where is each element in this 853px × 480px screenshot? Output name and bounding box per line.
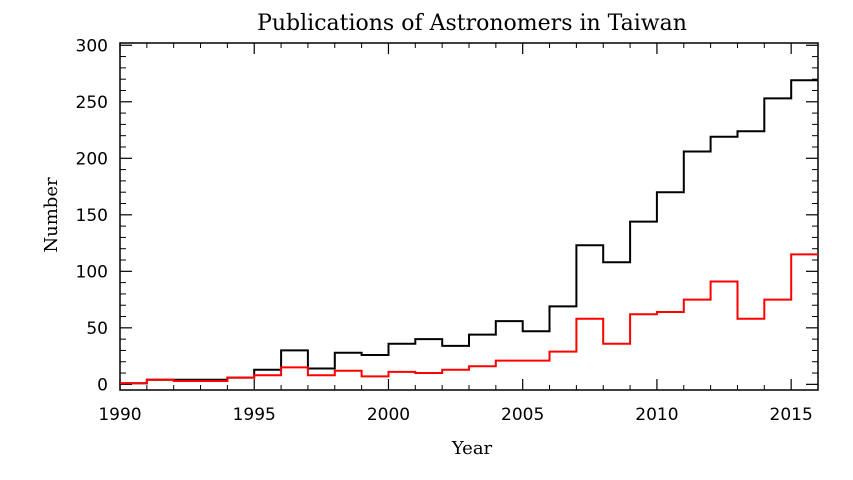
- y-axis-label: Number: [41, 177, 62, 253]
- x-tick-label: 2015: [770, 405, 813, 425]
- x-tick-label: 2010: [635, 405, 678, 425]
- y-tick-label: 250: [76, 93, 108, 113]
- series-line-0: [120, 79, 818, 385]
- y-tick-label: 200: [76, 149, 108, 169]
- y-tick-label: 150: [76, 206, 108, 226]
- x-tick-label: 1990: [98, 405, 141, 425]
- series-line-1: [120, 253, 818, 385]
- y-tick-label: 0: [97, 375, 108, 395]
- x-tick-label: 2000: [367, 405, 410, 425]
- y-tick-label: 300: [76, 36, 108, 56]
- y-tick-label: 100: [76, 262, 108, 282]
- x-tick-label: 2005: [501, 405, 544, 425]
- x-tick-label: 1995: [233, 405, 276, 425]
- x-axis-label: Year: [451, 438, 493, 459]
- chart-title: Publications of Astronomers in Taiwan: [257, 11, 687, 36]
- y-tick-label: 50: [86, 319, 108, 339]
- plot-area: 1990 1995 2000 2005 2010 2015 0 50 100 150 200 250 3…: [76, 36, 819, 425]
